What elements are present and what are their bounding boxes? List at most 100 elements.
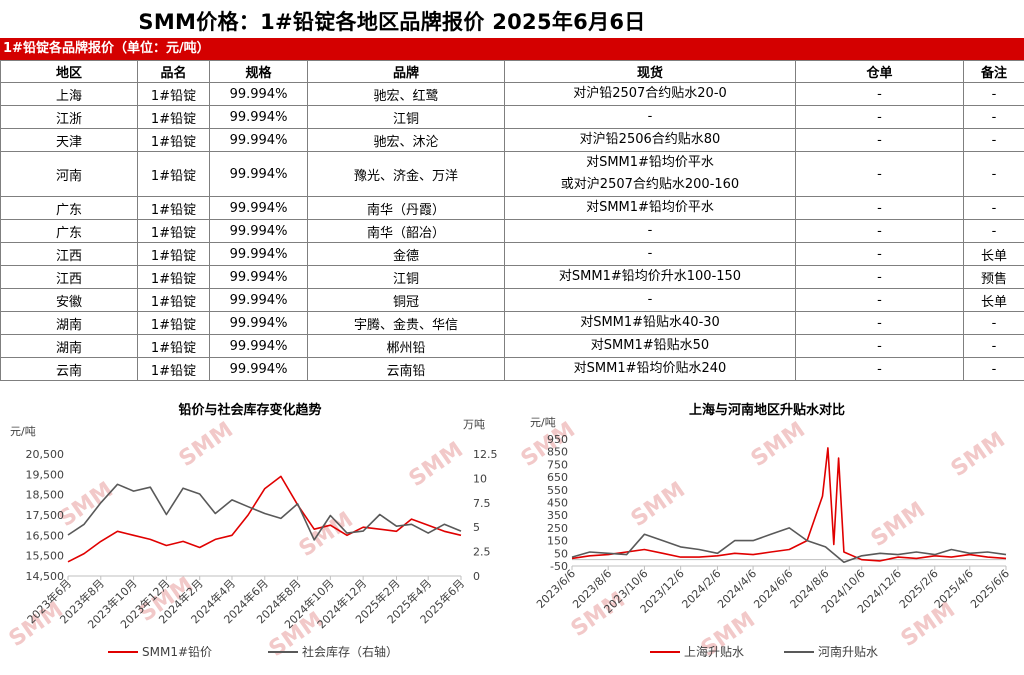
region-cell: 江西 <box>0 242 138 266</box>
note-cell: 长单 <box>963 288 1024 312</box>
y-tick-label: 18,500 <box>26 489 65 502</box>
watermark-logo: SMM <box>947 427 1010 482</box>
spot-quote-line: 对沪铅2506合约贴水80 <box>579 132 721 147</box>
spot-quote-line: 对SMM1#铅贴水50 <box>590 338 710 353</box>
spot-quote-line: - <box>647 246 653 261</box>
region-cell: 安徽 <box>0 288 138 312</box>
table-row: 江浙 1#铅锭 99.994% 江铜 - - - <box>0 105 1024 129</box>
product-cell: 1#铅锭 <box>137 82 210 106</box>
watermark-logo: SMM <box>55 477 118 532</box>
table-row: 广东 1#铅锭 99.994% 南华（韶冶） - - - <box>0 219 1024 243</box>
product-cell: 1#铅锭 <box>137 357 210 381</box>
region-cell: 广东 <box>0 219 138 243</box>
region-cell: 河南 <box>0 151 138 197</box>
spot-cell: 对SMM1#铅贴水40-30 <box>504 311 796 335</box>
warrant-cell: - <box>795 196 964 220</box>
column-header: 现货 <box>504 60 796 83</box>
product-cell: 1#铅锭 <box>137 288 210 312</box>
product-cell: 1#铅锭 <box>137 196 210 220</box>
spec-cell: 99.994% <box>209 311 308 335</box>
spot-quote-line: 对SMM1#铅均价升水100-150 <box>558 269 742 284</box>
spot-cell: 对SMM1#铅均价平水 或对沪2507合约贴水200-160 <box>504 151 796 197</box>
brand-cell: 驰宏、沐沦 <box>307 128 505 152</box>
product-cell: 1#铅锭 <box>137 128 210 152</box>
table-caption: 1#铅锭各品牌报价（单位：元/吨） <box>0 38 1024 60</box>
spec-cell: 99.994% <box>209 357 308 381</box>
spot-quote-line: 对SMM1#铅均价贴水240 <box>573 361 727 376</box>
column-header: 规格 <box>209 60 308 83</box>
column-header: 地区 <box>0 60 138 83</box>
spec-cell: 99.994% <box>209 219 308 243</box>
brand-cell: 郴州铅 <box>307 334 505 358</box>
spec-cell: 99.994% <box>209 334 308 358</box>
spec-cell: 99.994% <box>209 288 308 312</box>
spec-cell: 99.994% <box>209 151 308 197</box>
y-tick-label: 19,500 <box>26 468 65 481</box>
product-cell: 1#铅锭 <box>137 151 210 197</box>
warrant-cell: - <box>795 334 964 358</box>
y-tick-label: 650 <box>547 471 568 484</box>
column-header: 备注 <box>963 60 1024 83</box>
table-row: 安徽 1#铅锭 99.994% 铜冠 - - 长单 <box>0 288 1024 312</box>
note-cell: - <box>963 357 1024 381</box>
product-cell: 1#铅锭 <box>137 105 210 129</box>
spot-quote-line: 对SMM1#铅均价平水 <box>586 200 714 215</box>
y-tick-label: 20,500 <box>26 448 65 461</box>
warrant-cell: - <box>795 357 964 381</box>
y2-tick-label: 10 <box>473 472 487 485</box>
warrant-cell: - <box>795 82 964 106</box>
y2-tick-label: 7.5 <box>473 497 491 510</box>
spot-cell: - <box>504 242 796 266</box>
note-cell: - <box>963 151 1024 197</box>
spot-cell: 对沪铅2507合约贴水20-0 <box>504 82 796 106</box>
table-row: 河南 1#铅锭 99.994% 豫光、济金、万洋 对SMM1#铅均价平水 或对沪2507合… <box>0 151 1024 197</box>
watermark-logo: SMM <box>747 417 810 472</box>
price-table: 地区 品名 规格 品牌 现货 仓单 备注 上海 1#铅锭 99.994% 驰宏、红鹭对… <box>0 60 1024 381</box>
series-line-primary <box>67 475 462 563</box>
watermark-logo: SMM <box>627 477 690 532</box>
page-title: SMM价格：1#铅锭各地区品牌报价 2025年6月6日 <box>138 10 646 34</box>
table-row: 上海 1#铅锭 99.994% 驰宏、红鹭 对沪铅2507合约贴水20-0 - - <box>0 82 1024 106</box>
legend-label: SMM1#铅价 <box>142 645 212 659</box>
price-table-body: 上海 1#铅锭 99.994% 驰宏、红鹭 对沪铅2507合约贴水20-0- - 江浙 1#铅… <box>0 82 1024 381</box>
y-tick-label: 17,500 <box>26 509 65 522</box>
spot-quote-line: 对SMM1#铅贴水40-30 <box>580 315 720 330</box>
series-line-secondary <box>67 483 462 541</box>
warrant-cell: - <box>795 219 964 243</box>
spot-cell: 对SMM1#铅均价贴水240 <box>504 357 796 381</box>
spec-cell: 99.994% <box>209 242 308 266</box>
y-tick-label: 14,500 <box>26 570 65 583</box>
brand-cell: 南华（韶冶） <box>307 219 505 243</box>
column-header: 品牌 <box>307 60 505 83</box>
region-cell: 湖南 <box>0 334 138 358</box>
column-header: 品名 <box>137 60 210 83</box>
y-tick-label: 15,500 <box>26 550 65 563</box>
brand-cell: 豫光、济金、万洋 <box>307 151 505 197</box>
y-tick-label: 550 <box>547 484 568 497</box>
region-cell: 上海 <box>0 82 138 106</box>
spot-quote-line: - <box>647 223 653 238</box>
spot-quote-line: 或对沪2507合约贴水200-160 <box>560 177 740 192</box>
note-cell: 预售 <box>963 265 1024 289</box>
spot-cell: 对SMM1#铅贴水50 <box>504 334 796 358</box>
x-tick-label: 2025/6/6 <box>968 567 1012 611</box>
y-tick-label: 250 <box>547 522 568 535</box>
table-row: 云南 1#铅锭 99.994% 云南铅 对SMM1#铅均价贴水240 - - <box>0 357 1024 381</box>
region-cell: 江浙 <box>0 105 138 129</box>
warrant-cell: - <box>795 105 964 129</box>
y2-tick-label: 2.5 <box>473 546 491 559</box>
spot-cell: - <box>504 288 796 312</box>
spec-cell: 99.994% <box>209 196 308 220</box>
table-row: 湖南 1#铅锭 99.994% 宇腾、金贵、华信 对SMM1#铅贴水40-30 - - <box>0 311 1024 335</box>
note-cell: 长单 <box>963 242 1024 266</box>
brand-cell: 江铜 <box>307 265 505 289</box>
spot-quote-line: 对沪铅2507合约贴水20-0 <box>573 86 727 101</box>
note-cell: - <box>963 128 1024 152</box>
warrant-cell: - <box>795 242 964 266</box>
y2-tick-label: 0 <box>473 570 480 583</box>
warrant-cell: - <box>795 128 964 152</box>
brand-cell: 云南铅 <box>307 357 505 381</box>
y2-tick-label: 12.5 <box>473 448 498 461</box>
